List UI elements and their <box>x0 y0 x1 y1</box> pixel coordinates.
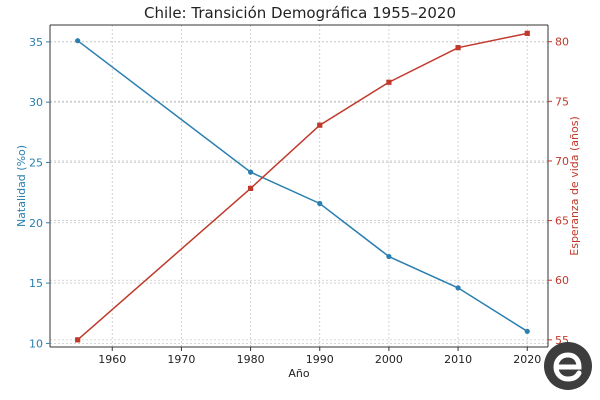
x-tick-label: 2020 <box>513 353 541 366</box>
left-y-tick-label: 25 <box>29 156 43 169</box>
left-y-axis-label: Natalidad (%o) <box>15 145 28 227</box>
series <box>75 30 530 343</box>
right-y-tick-label: 75 <box>555 95 569 108</box>
x-tick-label: 1960 <box>98 353 126 366</box>
x-tick-label: 2010 <box>444 353 472 366</box>
x-tick-label: 1980 <box>237 353 265 366</box>
grid <box>50 25 548 347</box>
right-y-tick-label: 80 <box>555 36 569 49</box>
logo <box>542 340 594 392</box>
natalidad-line <box>77 40 528 332</box>
esperanza-vida-point <box>524 30 530 36</box>
x-tick-label: 1990 <box>306 353 334 366</box>
right-y-tick-label: 70 <box>555 155 569 168</box>
x-tick-label: 1970 <box>167 353 195 366</box>
left-y-tick-label: 35 <box>29 36 43 49</box>
natalidad-point <box>317 200 323 207</box>
esperanza-vida-point <box>386 79 392 85</box>
right-y-axis-label: Esperanza de vida (años) <box>568 116 581 255</box>
natalidad-point <box>247 169 254 175</box>
esperanza-vida-point <box>455 45 461 51</box>
x-axis-label: Año <box>288 367 309 380</box>
esperanza-vida-line <box>77 32 528 341</box>
natalidad-point <box>386 253 392 260</box>
esperanza-vida-point <box>317 122 323 128</box>
esperanza-vida-point <box>247 185 254 191</box>
natalidad-point <box>75 38 81 44</box>
left-y-tick-label: 10 <box>29 337 43 350</box>
ticks: 1960 1970 1980 1990 2000 2010 2020 10 15 20 25 30 35… <box>29 36 569 366</box>
natalidad-point <box>524 328 530 334</box>
esperanza-vida-point <box>75 337 81 343</box>
left-y-tick-label: 20 <box>29 217 43 230</box>
right-y-tick-label: 60 <box>555 274 569 287</box>
natalidad-point <box>455 285 461 291</box>
right-y-tick-label: 65 <box>555 215 569 228</box>
left-y-tick-label: 30 <box>29 96 43 109</box>
left-y-tick-label: 15 <box>29 277 43 290</box>
chart-title: Chile: Transición Demográfica 1955–2020 <box>144 4 456 22</box>
x-tick-label: 2000 <box>375 353 403 366</box>
stylized-e-logo-icon <box>544 342 592 390</box>
